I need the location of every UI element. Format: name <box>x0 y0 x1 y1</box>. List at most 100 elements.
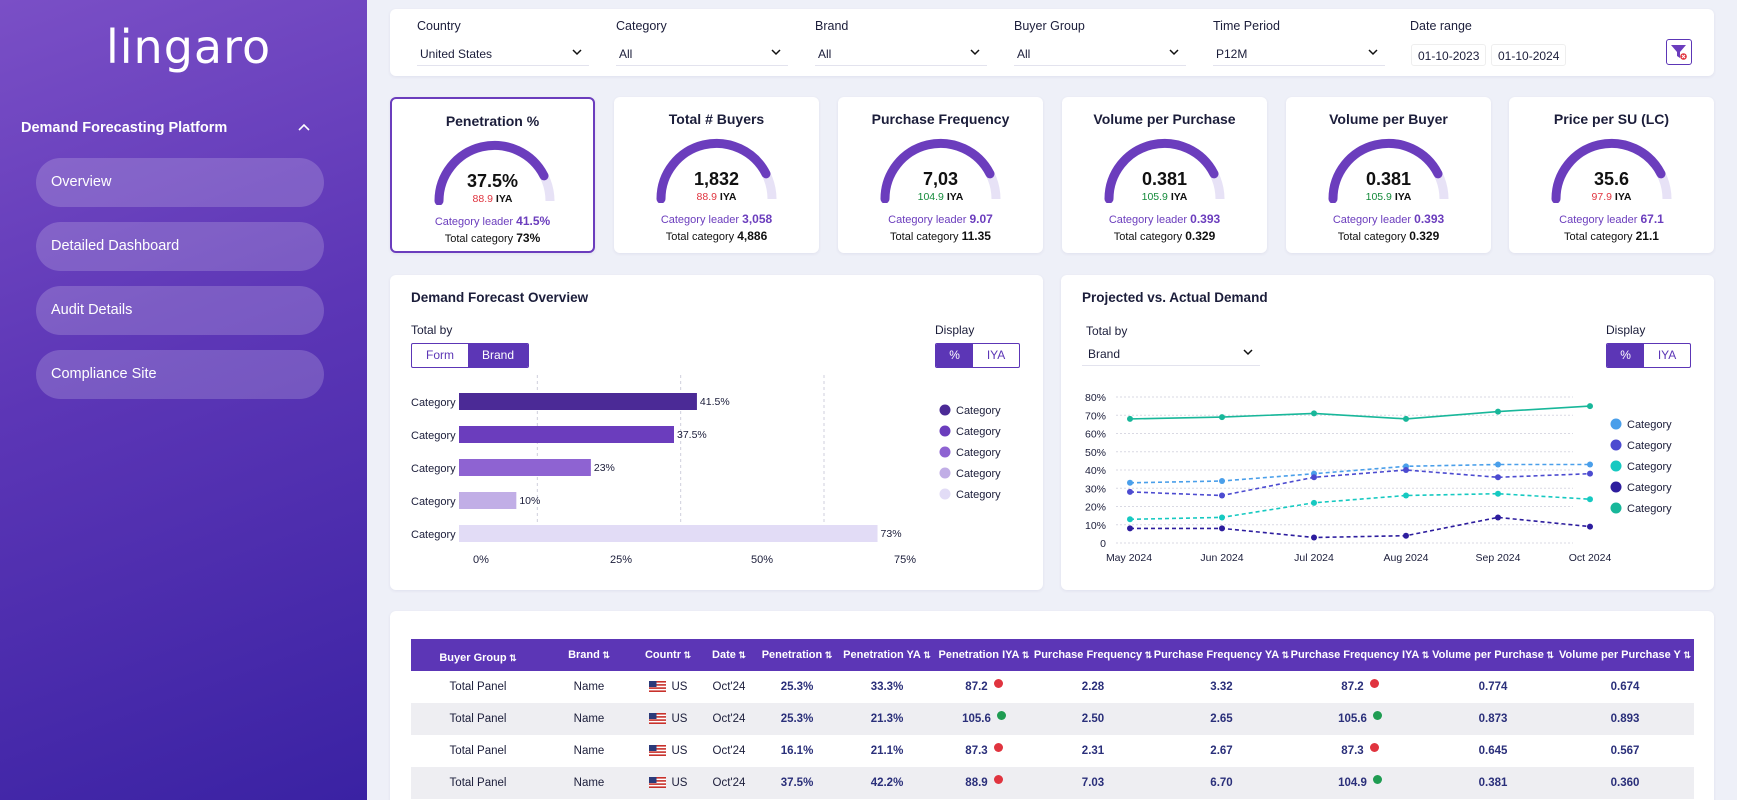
series-line[interactable] <box>1130 516 1591 539</box>
column-header[interactable]: Purchase Frequency IYA ⇅ <box>1290 639 1430 671</box>
buyer-group-select[interactable]: All <box>1014 44 1186 66</box>
cell-volume-per-purchase: 0.381 <box>1430 767 1556 799</box>
data-point[interactable] <box>1495 408 1501 415</box>
toggle-brand[interactable]: Brand <box>468 344 528 367</box>
column-header[interactable]: Countr ⇅ <box>633 639 703 671</box>
data-point[interactable] <box>1219 492 1225 499</box>
column-header[interactable]: Purchase Frequency ⇅ <box>1033 639 1153 671</box>
bar[interactable] <box>459 492 517 509</box>
data-point[interactable] <box>1587 403 1593 410</box>
time-period-select[interactable]: P12M <box>1213 44 1385 66</box>
data-point[interactable] <box>1127 479 1133 486</box>
kpi-card-total-buyers[interactable]: Total # Buyers 1,832 88.9 IYA Category l… <box>614 97 819 253</box>
column-header[interactable]: Buyer Group ⇅ <box>411 639 545 671</box>
data-point[interactable] <box>1127 516 1133 523</box>
data-point[interactable] <box>1587 461 1593 468</box>
category-select[interactable]: All <box>616 44 788 66</box>
sort-icon[interactable]: ⇅ <box>1419 650 1430 660</box>
bar[interactable] <box>459 393 697 410</box>
date-to-input[interactable]: 01-10-2024 <box>1491 44 1567 66</box>
y-tick-label: 30% <box>1085 483 1106 495</box>
bar[interactable] <box>459 459 591 476</box>
data-point[interactable] <box>1127 525 1133 532</box>
brand-select[interactable]: All <box>815 44 987 66</box>
sort-icon[interactable]: ⇅ <box>1142 650 1153 660</box>
sort-icon[interactable]: ⇅ <box>1543 650 1554 660</box>
filter-icon[interactable] <box>1666 39 1692 65</box>
data-point[interactable] <box>1495 461 1501 468</box>
sidebar-heading[interactable]: Demand Forecasting Platform <box>21 120 228 136</box>
sidebar-item-overview[interactable]: Overview <box>36 158 324 207</box>
series-line[interactable] <box>1129 405 1591 420</box>
data-point[interactable] <box>1587 470 1593 477</box>
kpi-total-label: Total category <box>1564 231 1633 243</box>
column-header[interactable]: Date ⇅ <box>703 639 755 671</box>
bar[interactable] <box>459 426 674 443</box>
bar[interactable] <box>459 525 878 542</box>
display-iya[interactable]: IYA <box>986 348 1006 362</box>
sort-icon[interactable]: ⇅ <box>1019 650 1030 660</box>
column-header[interactable]: Penetration YA ⇅ <box>839 639 935 671</box>
sort-icon[interactable]: ⇅ <box>822 650 833 660</box>
data-point[interactable] <box>1495 514 1501 521</box>
sort-icon[interactable]: ⇅ <box>735 650 746 660</box>
column-header[interactable]: Purchase Frequency YA ⇅ <box>1153 639 1290 671</box>
kpi-card-volume-per-buyer[interactable]: Volume per Buyer 0.381 105.9 IYA Categor… <box>1286 97 1491 253</box>
series-line[interactable] <box>1129 469 1591 497</box>
lingaro-logo[interactable]: lingaro <box>106 20 270 86</box>
column-header[interactable]: Volume per Purchase ⇅ <box>1430 639 1556 671</box>
sidebar-item-audit-details[interactable]: Audit Details <box>36 286 324 335</box>
column-header[interactable]: Penetration IYA ⇅ <box>935 639 1033 671</box>
date-from-input[interactable]: 01-10-2023 <box>1411 44 1487 66</box>
total-by-select[interactable]: Brand <box>1082 344 1260 366</box>
sort-icon[interactable]: ⇅ <box>599 650 610 660</box>
chevron-up-icon[interactable] <box>297 121 313 137</box>
data-point[interactable] <box>1219 525 1225 532</box>
data-point[interactable] <box>1403 467 1409 473</box>
data-point[interactable] <box>1219 477 1225 484</box>
data-point[interactable] <box>1311 474 1317 481</box>
data-point[interactable] <box>1587 523 1593 530</box>
data-point[interactable] <box>1127 488 1133 495</box>
legend-marker <box>939 404 951 416</box>
column-header[interactable]: Volume per Purchase Y ⇅ <box>1556 639 1694 671</box>
column-header[interactable]: Brand ⇅ <box>545 639 633 671</box>
kpi-card-penetration[interactable]: Penetration % 37.5% 88.9 IYA Category le… <box>390 97 595 253</box>
data-point[interactable] <box>1219 514 1225 521</box>
data-point[interactable] <box>1403 492 1409 499</box>
cell-country-value: US <box>671 681 688 693</box>
data-point[interactable] <box>1219 414 1225 421</box>
toggle-form[interactable]: Form <box>426 348 455 362</box>
gauge-chart <box>880 138 1001 203</box>
sort-icon[interactable]: ⇅ <box>1680 650 1691 660</box>
sort-icon[interactable]: ⇅ <box>681 650 692 660</box>
kpi-card-price-per-su[interactable]: Price per SU (LC) 35.6 97.9 IYA Category… <box>1509 97 1714 253</box>
column-header[interactable]: Penetration ⇅ <box>755 639 839 671</box>
sort-icon[interactable]: ⇅ <box>1279 650 1290 660</box>
sort-icon[interactable]: ⇅ <box>920 650 931 660</box>
data-point[interactable] <box>1495 490 1501 497</box>
sidebar-item-detailed-dashboard[interactable]: Detailed Dashboard <box>36 222 324 271</box>
table-row[interactable]: Total Panel Name US Oct'24 25.3% 21.3% 105.6 2.… <box>411 703 1694 735</box>
data-point[interactable] <box>1587 496 1593 503</box>
display-percent[interactable]: % <box>1607 344 1645 367</box>
data-point[interactable] <box>1495 474 1501 481</box>
data-point[interactable] <box>1403 532 1409 539</box>
country-select[interactable]: United States <box>417 44 589 66</box>
data-point[interactable] <box>1311 499 1317 506</box>
data-point[interactable] <box>1127 415 1133 422</box>
table-row[interactable]: Total Panel Name US Oct'24 16.1% 21.1% 87.3 2.3… <box>411 735 1694 767</box>
data-point[interactable] <box>1403 415 1409 422</box>
table-row[interactable]: Total Panel Name US Oct'24 25.3% 33.3% 87.2 2.2… <box>411 671 1694 703</box>
table-row[interactable]: Total Panel Name US Oct'24 37.5% 42.2% 88.9 7.0… <box>411 767 1694 799</box>
status-up-icon <box>996 711 1006 721</box>
data-point[interactable] <box>1311 410 1317 417</box>
kpi-card-volume-per-purchase[interactable]: Volume per Purchase 0.381 105.9 IYA Cate… <box>1062 97 1267 253</box>
data-point[interactable] <box>1311 534 1317 541</box>
sort-icon[interactable]: ⇅ <box>506 653 517 663</box>
series-line[interactable] <box>1129 492 1591 521</box>
display-iya[interactable]: IYA <box>1657 348 1677 362</box>
kpi-card-purchase-frequency[interactable]: Purchase Frequency 7,03 104.9 IYA Catego… <box>838 97 1043 253</box>
display-percent[interactable]: % <box>936 344 974 367</box>
sidebar-item-compliance-site[interactable]: Compliance Site <box>36 350 324 399</box>
